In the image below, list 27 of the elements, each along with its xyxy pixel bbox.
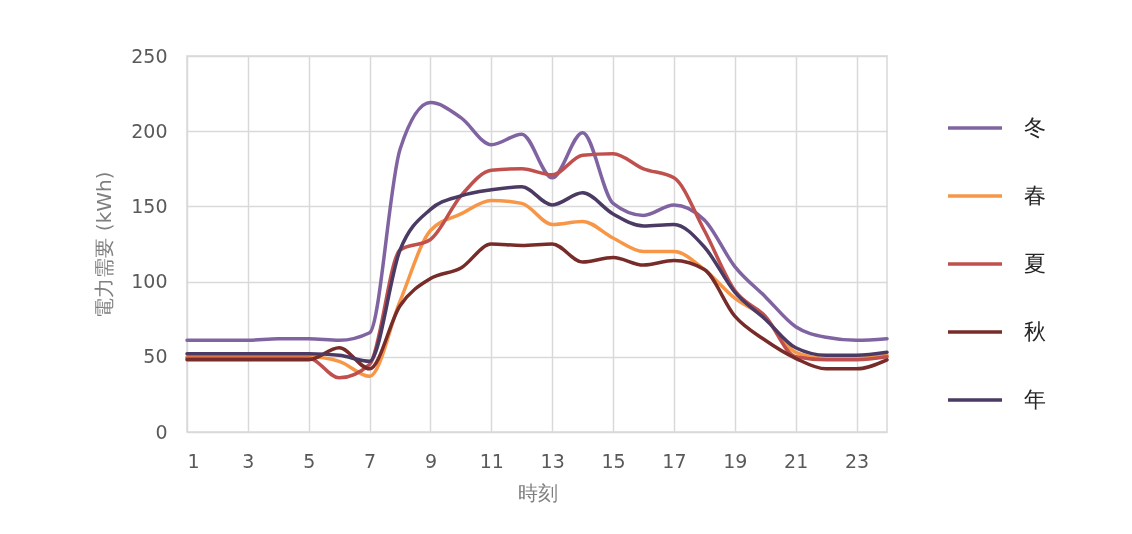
line-series xyxy=(185,242,889,371)
x-tick-label: 23 xyxy=(844,449,870,472)
x-tick-label: 1 xyxy=(187,449,200,472)
legend-label: 年 xyxy=(1024,387,1046,412)
x-tick-label: 19 xyxy=(723,449,748,472)
y-axis-title: 電力需要 (kWh) xyxy=(92,171,117,318)
x-tick-label: 17 xyxy=(662,449,687,472)
legend-label: 夏 xyxy=(1024,251,1046,276)
legend-label: 冬 xyxy=(1024,115,1046,140)
y-tick-label: 50 xyxy=(143,345,168,368)
y-tick-label: 250 xyxy=(131,44,168,67)
legend-label: 春 xyxy=(1024,183,1046,208)
y-tick-label: 0 xyxy=(155,420,168,443)
x-tick-label: 3 xyxy=(242,449,255,472)
y-tick-label: 200 xyxy=(131,119,168,142)
x-tick-label: 11 xyxy=(479,449,504,472)
line-series xyxy=(185,100,889,343)
x-tick-label: 15 xyxy=(601,449,626,472)
x-tick-label: 7 xyxy=(364,449,377,472)
x-tick-label: 13 xyxy=(540,449,565,472)
x-tick-label: 5 xyxy=(303,449,316,472)
legend-label: 秋 xyxy=(1024,319,1046,344)
y-tick-label: 150 xyxy=(131,194,168,217)
x-axis-title: 時刻 xyxy=(517,480,558,505)
x-tick-label: 21 xyxy=(784,449,809,472)
y-tick-label: 100 xyxy=(131,270,168,293)
x-tick-label: 9 xyxy=(424,449,438,472)
